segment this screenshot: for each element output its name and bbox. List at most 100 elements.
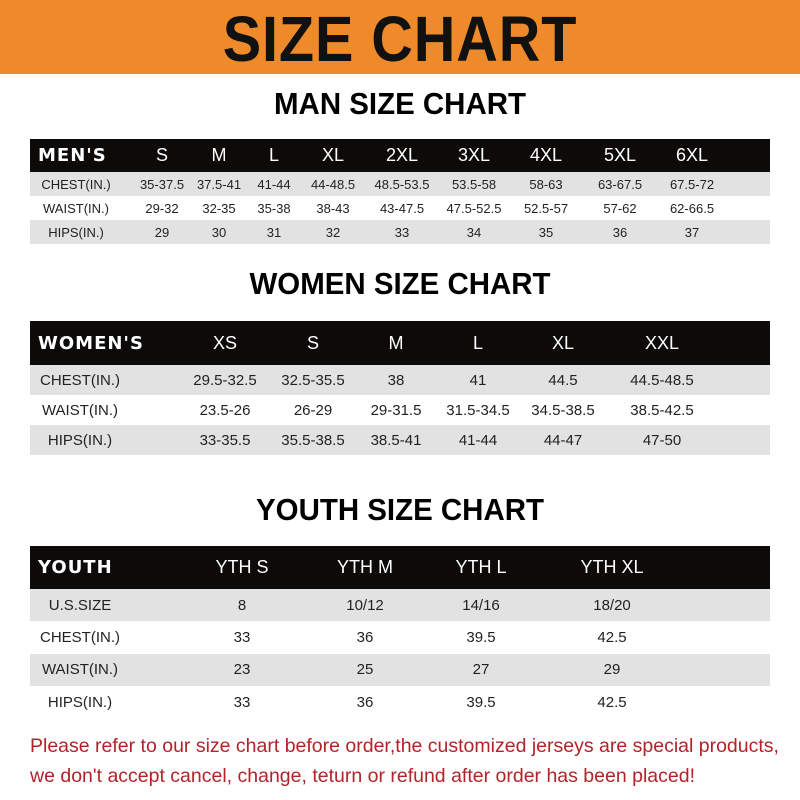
value-cell: 38.5-42.5 (630, 401, 694, 419)
value-cell: 14/16 (462, 596, 500, 614)
size-header-cell: L (472, 332, 484, 353)
size-header-cell: S (306, 332, 320, 353)
value-cell: 62-66.5 (669, 200, 715, 216)
table-row: U.S.SIZE 8 10/12 14/16 18/20 (30, 589, 770, 622)
size-header-cell: 6XL (675, 145, 709, 165)
table-row: HIPS(IN.) 33 36 39.5 42.5 (30, 685, 770, 719)
value-cell: 33 (394, 224, 410, 240)
measurement-label-cell: HIPS(IN.) (48, 224, 104, 240)
table-row: WAIST(IN.) 29-32 32-35 35-38 38-43 43-47.5 47.… (30, 196, 770, 220)
value-cell: 23 (233, 661, 251, 679)
value-cell: 37 (684, 224, 700, 240)
value-cell: 38.5-41 (370, 431, 422, 449)
measurement-label-cell: U.S.SIZE (48, 596, 112, 614)
value-cell: 29 (603, 661, 621, 679)
value-cell: 31.5-34.5 (446, 401, 510, 419)
value-cell: 48.5-53.5 (374, 176, 430, 192)
value-cell: 39.5 (466, 628, 496, 646)
value-cell: 44-47 (543, 431, 583, 449)
size-header-cell: YTH M (337, 557, 393, 577)
table-row: WAIST(IN.) 23.5-26 26-29 29-31.5 31.5-34.5 34… (30, 395, 770, 425)
measurement-label-cell: CHEST(IN.) (40, 371, 120, 389)
value-cell: 29-31.5 (370, 401, 422, 419)
value-cell: 35-38 (257, 200, 291, 216)
value-cell: 67.5-72 (669, 176, 715, 192)
value-cell: 32-35 (202, 200, 236, 216)
value-cell: 18/20 (593, 596, 631, 614)
value-cell: 53.5-58 (451, 176, 497, 192)
value-cell: 52.5-57 (523, 200, 569, 216)
notice-line-2: we don't accept cancel, change, teturn o… (30, 765, 695, 787)
value-cell: 41 (469, 371, 487, 389)
size-header-cell: YTH XL (580, 557, 644, 577)
table-row: HIPS(IN.) 29 30 31 32 33 34 35 36 37 (30, 220, 770, 244)
table-row: WAIST(IN.) 23 25 27 29 (30, 653, 770, 686)
value-cell: 36 (612, 224, 628, 240)
value-cell: 43-47.5 (379, 200, 425, 216)
size-header-cell: M (211, 145, 227, 165)
youth-section-title: YOUTH SIZE CHART (256, 492, 544, 527)
men-header-row: MEN'S S M L XL 2XL 3XL 4XL 5XL 6XL (30, 139, 770, 172)
value-cell: 38 (387, 371, 405, 389)
table-title-cell: MEN'S (38, 145, 107, 166)
table-row: HIPS(IN.) 33-35.5 35.5-38.5 38.5-41 41-44 44-… (30, 425, 770, 455)
value-cell: 42.5 (597, 693, 627, 711)
size-header-cell: 5XL (603, 145, 637, 165)
table-row: CHEST(IN.) 29.5-32.5 32.5-35.5 38 41 44.5 44.5… (30, 365, 770, 395)
measurement-label-cell: WAIST(IN.) (41, 661, 119, 679)
size-header-cell: XL (551, 332, 575, 353)
value-cell: 35.5-38.5 (281, 431, 345, 449)
value-cell: 34 (466, 224, 482, 240)
size-header-cell: 3XL (457, 145, 491, 165)
value-cell: 34.5-38.5 (531, 401, 595, 419)
value-cell: 36 (356, 693, 374, 711)
value-cell: 35-37.5 (139, 176, 185, 192)
value-cell: 38-43 (316, 200, 350, 216)
value-cell: 23.5-26 (199, 401, 251, 419)
size-header-cell: M (388, 332, 404, 353)
women-section-title: WOMEN SIZE CHART (249, 266, 551, 301)
value-cell: 36 (356, 628, 374, 646)
women-header-row: WOMEN'S XS S M L XL XXL (30, 321, 770, 365)
value-cell: 57-62 (603, 200, 637, 216)
value-cell: 25 (356, 661, 374, 679)
table-row: CHEST(IN.) 35-37.5 37.5-41 41-44 44-48.5 48.5… (30, 172, 770, 196)
measurement-label-cell: HIPS(IN.) (47, 431, 113, 449)
value-cell: 29.5-32.5 (193, 371, 257, 389)
value-cell: 27 (472, 661, 490, 679)
size-header-cell: XXL (644, 332, 680, 353)
size-header-cell: S (155, 145, 169, 165)
value-cell: 32.5-35.5 (281, 371, 345, 389)
value-cell: 44.5 (548, 371, 578, 389)
value-cell: 42.5 (597, 628, 627, 646)
value-cell: 47-50 (642, 431, 682, 449)
value-cell: 31 (266, 224, 282, 240)
size-header-cell: 4XL (529, 145, 563, 165)
value-cell: 29-32 (145, 200, 179, 216)
value-cell: 41-44 (257, 176, 291, 192)
value-cell: 63-67.5 (597, 176, 643, 192)
banner-title: SIZE CHART (222, 3, 578, 75)
value-cell: 44-48.5 (310, 176, 356, 192)
notice-line-1: Please refer to our size chart before or… (30, 735, 779, 757)
youth-header-row: YOUTH YTH S YTH M YTH L YTH XL (30, 546, 770, 589)
value-cell: 35 (538, 224, 554, 240)
size-header-cell: XS (212, 332, 238, 353)
men-section-title: MAN SIZE CHART (274, 86, 526, 121)
value-cell: 30 (211, 224, 227, 240)
measurement-label-cell: CHEST(IN.) (41, 176, 111, 192)
size-header-cell: YTH S (215, 557, 269, 577)
value-cell: 39.5 (466, 693, 496, 711)
measurement-label-cell: WAIST(IN.) (43, 200, 109, 216)
value-cell: 8 (237, 596, 247, 614)
value-cell: 47.5-52.5 (446, 200, 502, 216)
size-header-cell: YTH L (455, 557, 507, 577)
value-cell: 29 (154, 224, 170, 240)
value-cell: 10/12 (346, 596, 384, 614)
measurement-label-cell: WAIST(IN.) (41, 401, 119, 419)
value-cell: 33 (233, 628, 251, 646)
table-title-cell: YOUTH (38, 557, 113, 578)
value-cell: 44.5-48.5 (630, 371, 694, 389)
size-header-cell: L (268, 145, 280, 165)
banner: SIZE CHART (0, 0, 800, 75)
